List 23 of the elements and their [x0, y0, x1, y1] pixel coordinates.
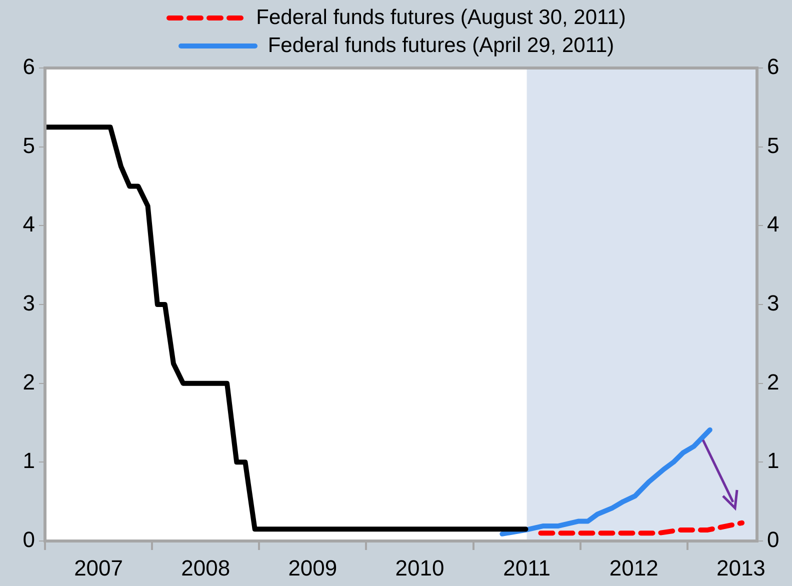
y-tick-label: 1: [22, 448, 35, 474]
y2-tick-label: 1: [767, 448, 780, 474]
x-tick-label: 2010: [395, 555, 444, 580]
x-tick-label: 2007: [74, 555, 124, 580]
y2-tick-label: 3: [767, 290, 780, 316]
y-tick-label: 2: [22, 369, 35, 394]
legend-label: Federal funds futures (August 30, 2011): [256, 6, 626, 30]
y-tick-label: 0: [22, 527, 35, 552]
x-tick-label: 2008: [181, 555, 230, 580]
y2-tick-label: 2: [767, 369, 780, 394]
y2-tick-label: 0: [767, 527, 780, 552]
y-tick-label: 6: [22, 54, 35, 80]
y-tick-label: 3: [22, 290, 35, 316]
x-tick-label: 2009: [288, 555, 338, 580]
legend-label: Federal funds futures (April 29, 2011): [268, 34, 614, 58]
y2-tick-label: 5: [767, 132, 780, 158]
x-tick-label: 2011: [503, 555, 550, 580]
y2-tick-label: 6: [767, 54, 780, 80]
x-tick-label: 2013: [716, 555, 766, 580]
x-tick-label: 2012: [609, 555, 658, 580]
y-tick-label: 4: [22, 212, 35, 237]
y-tick-label: 5: [22, 132, 35, 158]
y2-tick-label: 4: [767, 212, 780, 237]
